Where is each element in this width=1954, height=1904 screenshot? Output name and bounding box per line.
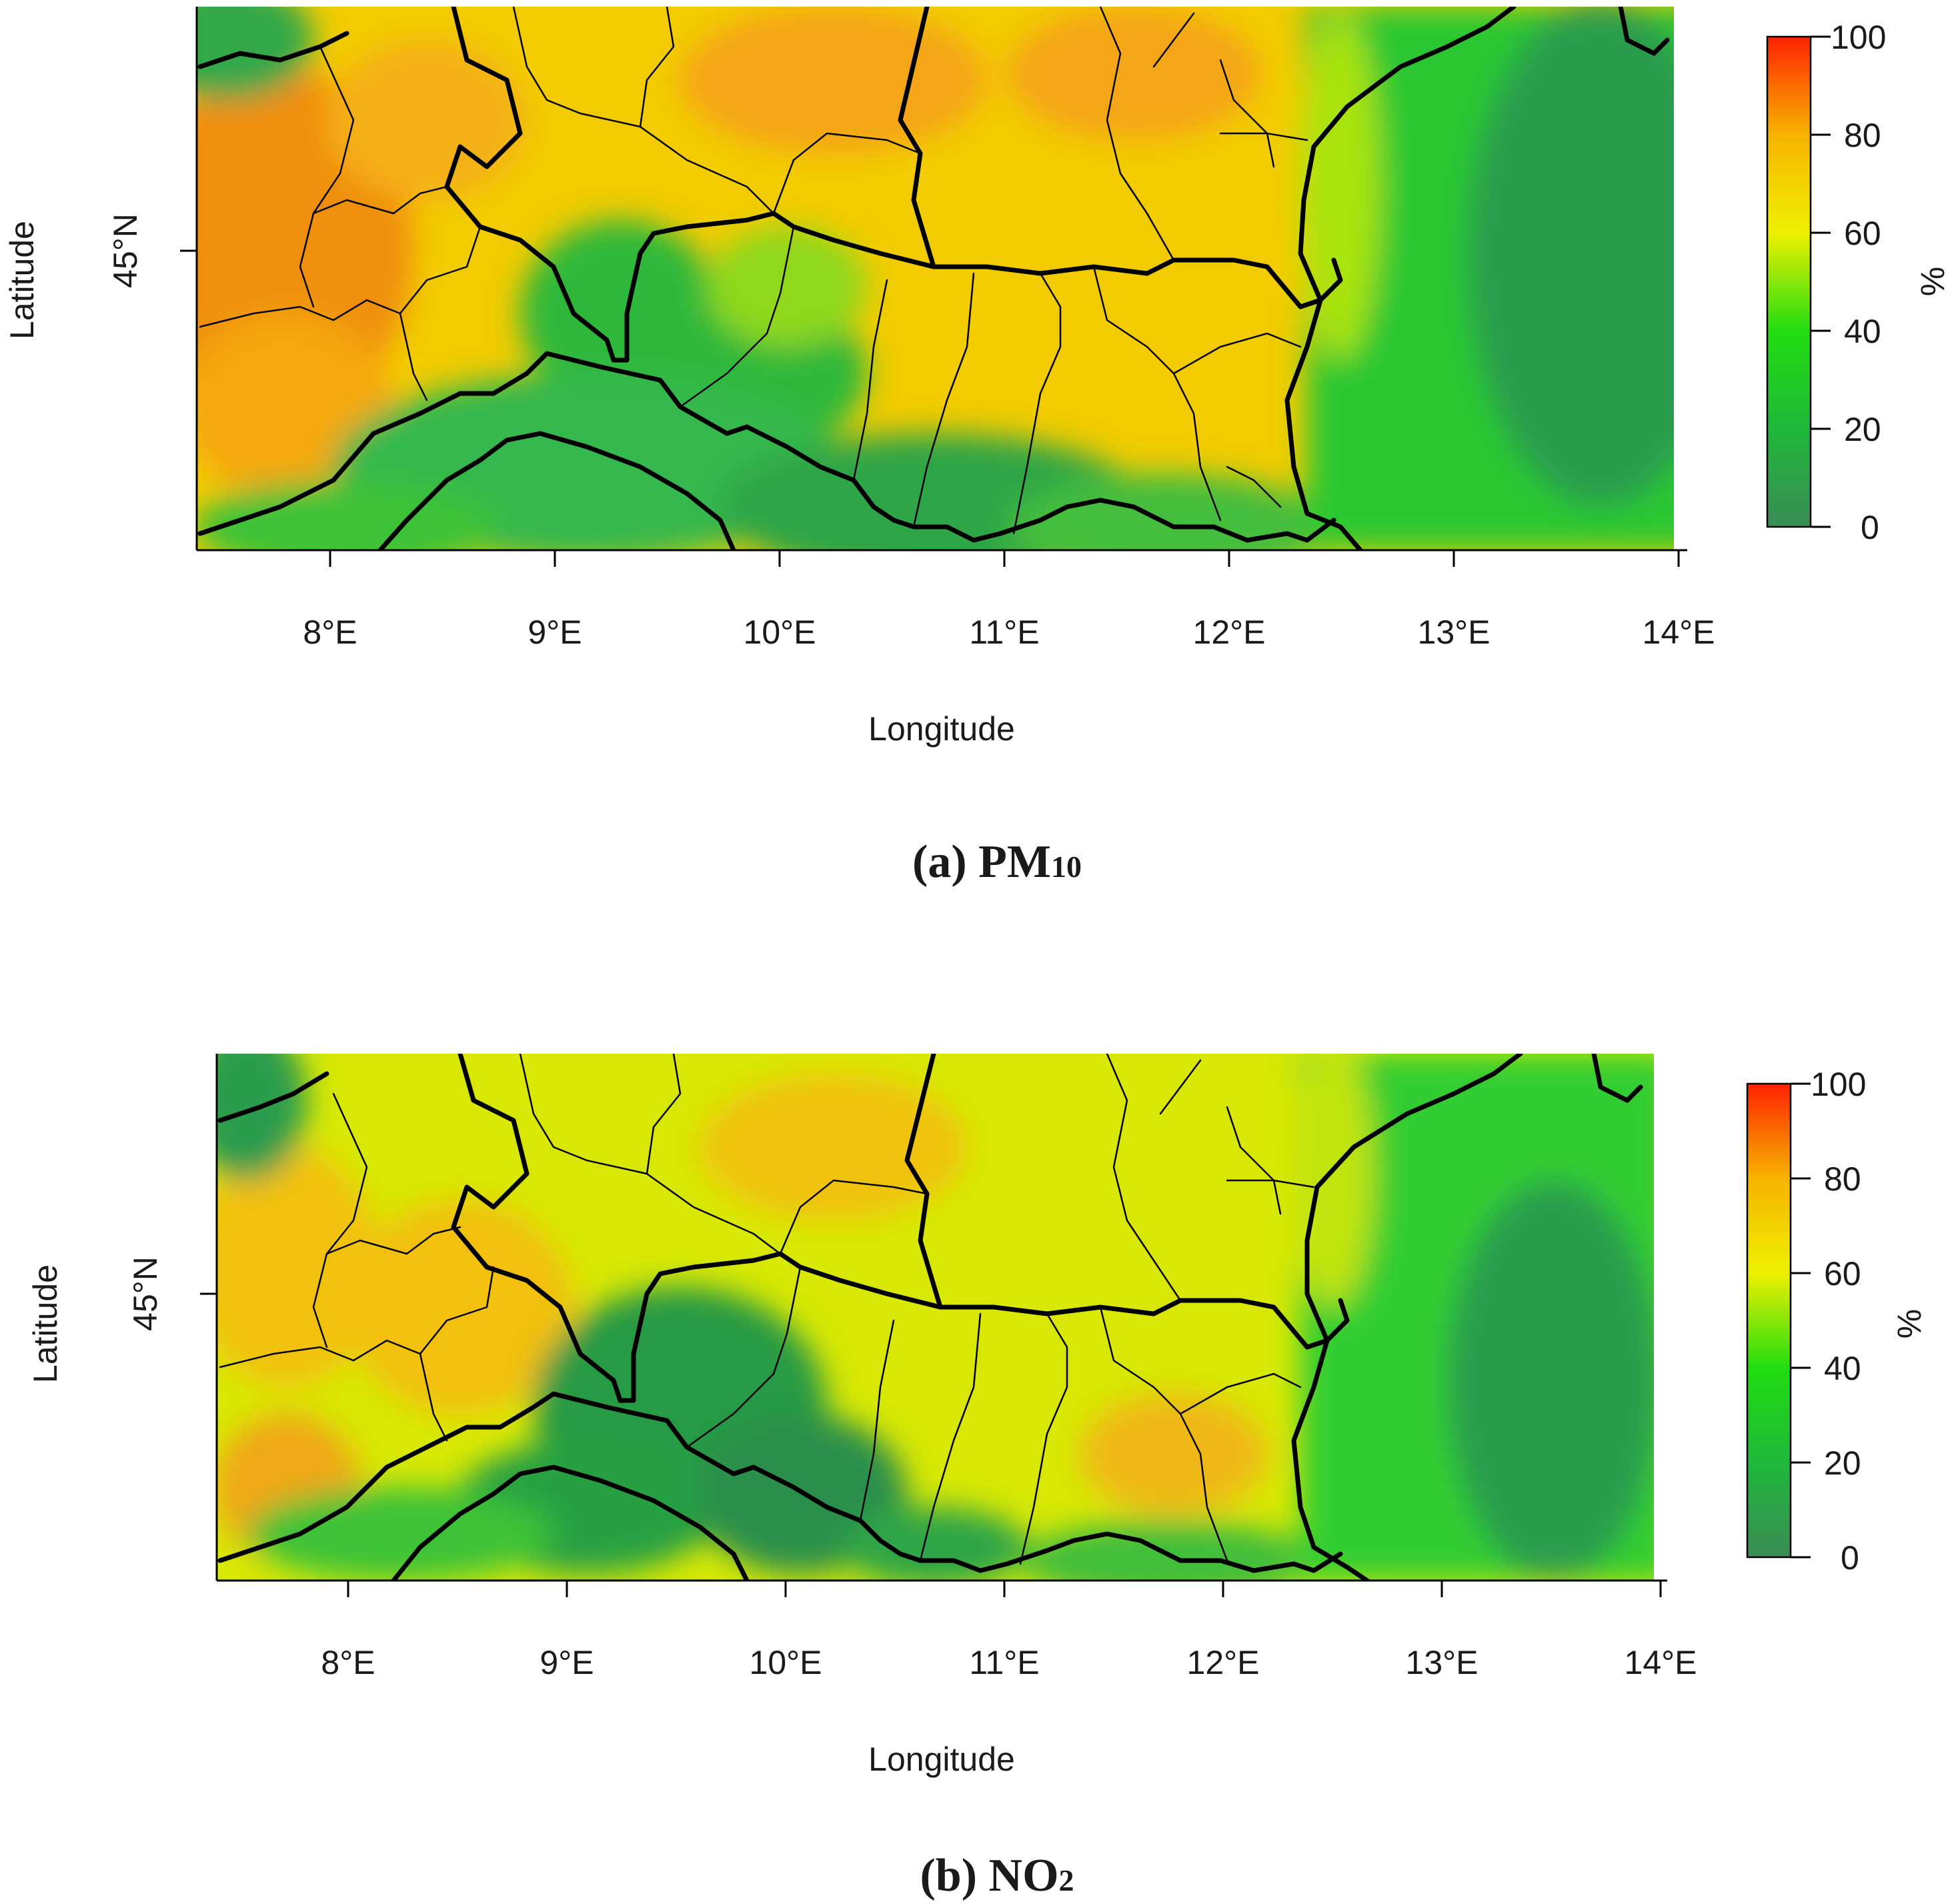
colorbar-tick-label: 20 bbox=[1844, 411, 1881, 448]
colorbar-tick-label: 40 bbox=[1824, 1350, 1861, 1387]
x-tick-label: 9°E bbox=[540, 1644, 594, 1681]
x-tick-label: 11°E bbox=[969, 1644, 1039, 1681]
x-axis-label: Longitude bbox=[868, 1741, 1015, 1778]
borders-no2 bbox=[217, 1054, 1643, 1581]
x-tick-label: 14°E bbox=[1643, 614, 1715, 651]
x-tick-label: 10°E bbox=[744, 614, 816, 651]
panel-no2: 8°E 9°E 10°E 11°E 12°E 13°E 14°E Longitu… bbox=[27, 1054, 1928, 1901]
x-tick-label: 12°E bbox=[1187, 1644, 1260, 1681]
colorbar-tick-label: 0 bbox=[1841, 1539, 1859, 1577]
colorbar-unit-label: % bbox=[1891, 1309, 1928, 1338]
y-tick-label: 45°N bbox=[127, 1256, 164, 1331]
colorbar-tick-label: 80 bbox=[1824, 1160, 1861, 1198]
x-tick-label: 13°E bbox=[1406, 1644, 1479, 1681]
x-tick-label: 14°E bbox=[1625, 1644, 1697, 1681]
panel-caption: (b) NO2 bbox=[920, 1850, 1074, 1901]
axes-pm10 bbox=[195, 7, 1687, 552]
colorbar-tick-label: 60 bbox=[1824, 1255, 1861, 1292]
y-axis-label: Latitude bbox=[3, 221, 41, 339]
x-ticks-no2 bbox=[200, 1292, 1662, 1597]
colorbar-tick-label: 0 bbox=[1861, 509, 1879, 546]
panel-pm10: 8°E 9°E 10°E 11°E 12°E 13°E 14°E Longitu… bbox=[3, 7, 1951, 888]
colorbar-tick-label: 100 bbox=[1811, 1066, 1866, 1103]
heatmap-no2 bbox=[217, 1054, 1654, 1581]
colorbar-pm10: 0 20 40 60 80 100 % bbox=[1766, 19, 1951, 546]
colorbar-tick-label: 80 bbox=[1844, 117, 1881, 154]
x-ticks-pm10 bbox=[180, 249, 1680, 567]
colorbar-tick-label: 100 bbox=[1831, 19, 1886, 56]
colorbar-no2: 0 20 40 60 80 100 % bbox=[1746, 1066, 1928, 1577]
x-tick-label: 8°E bbox=[321, 1644, 375, 1681]
colorbar-tick-label: 40 bbox=[1844, 313, 1881, 350]
borders-pm10 bbox=[197, 7, 1670, 550]
panel-caption: (a) PM10 bbox=[912, 836, 1082, 888]
x-tick-label: 8°E bbox=[303, 614, 357, 651]
heatmap-pm10 bbox=[197, 7, 1674, 550]
x-tick-label: 12°E bbox=[1193, 614, 1266, 651]
colorbar-tick-label: 60 bbox=[1844, 215, 1881, 252]
axes-no2 bbox=[215, 1054, 1667, 1582]
colorbar-tick-label: 20 bbox=[1824, 1445, 1861, 1482]
x-tick-label: 11°E bbox=[969, 614, 1039, 651]
y-axis-label: Latitude bbox=[27, 1264, 64, 1383]
y-tick-label: 45°N bbox=[107, 213, 144, 288]
x-tick-label: 10°E bbox=[750, 1644, 822, 1681]
x-tick-label: 13°E bbox=[1418, 614, 1491, 651]
colorbar-unit-label: % bbox=[1914, 267, 1951, 296]
x-axis-label: Longitude bbox=[868, 710, 1015, 748]
x-tick-label: 9°E bbox=[528, 614, 582, 651]
